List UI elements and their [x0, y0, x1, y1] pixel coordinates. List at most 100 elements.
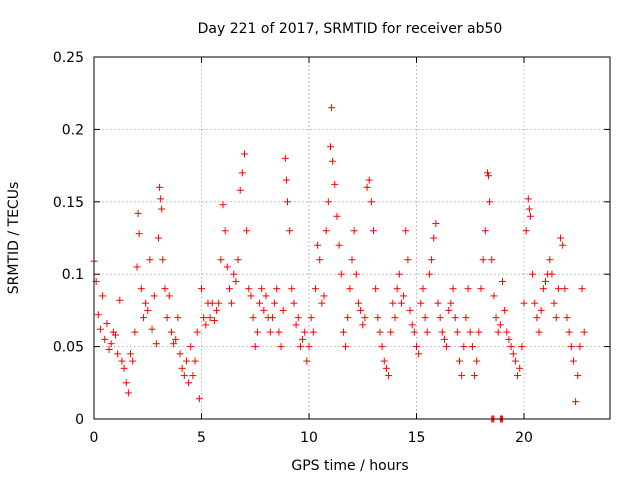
data-point: [105, 345, 113, 353]
data-point: [361, 314, 369, 322]
data-point: [473, 357, 481, 365]
data-point: [524, 195, 532, 203]
data-points: [90, 104, 588, 423]
data-point: [342, 343, 350, 351]
data-point: [230, 270, 238, 278]
data-point: [561, 285, 569, 293]
data-point: [225, 285, 233, 293]
data-point: [434, 299, 442, 307]
data-point: [468, 343, 476, 351]
data-point: [445, 306, 453, 314]
data-point: [572, 398, 580, 406]
data-point: [311, 285, 319, 293]
data-point: [161, 285, 169, 293]
data-point: [331, 180, 339, 188]
data-point: [453, 328, 461, 336]
data-point: [208, 299, 216, 307]
data-point: [339, 328, 347, 336]
data-point: [436, 314, 444, 322]
data-point: [253, 328, 261, 336]
data-point: [193, 328, 201, 336]
data-point: [258, 285, 266, 293]
data-point: [350, 227, 358, 235]
data-point: [348, 256, 356, 264]
data-point: [554, 285, 562, 293]
data-point: [522, 227, 530, 235]
data-point: [395, 270, 403, 278]
data-point: [425, 270, 433, 278]
data-point: [284, 198, 291, 206]
data-point: [142, 299, 150, 307]
data-point: [387, 328, 395, 336]
data-point: [277, 343, 285, 351]
data-point: [234, 256, 242, 264]
data-point: [542, 277, 549, 285]
data-point: [565, 328, 573, 336]
data-point: [156, 183, 164, 191]
data-point: [282, 176, 290, 184]
data-point: [464, 285, 472, 293]
data-point: [296, 343, 304, 351]
data-point: [158, 205, 166, 213]
data-point: [219, 201, 227, 209]
data-point: [569, 357, 577, 365]
data-point: [352, 270, 360, 278]
data-point: [481, 227, 489, 235]
data-point: [305, 343, 313, 351]
data-point: [137, 285, 145, 293]
data-point: [578, 285, 586, 293]
data-point: [279, 306, 287, 314]
data-point: [127, 350, 135, 358]
data-point: [370, 227, 377, 235]
data-point: [182, 357, 190, 365]
data-point: [221, 227, 229, 235]
data-point: [120, 364, 128, 372]
data-point: [367, 198, 375, 206]
data-point: [376, 328, 384, 336]
data-point: [200, 314, 208, 322]
data-point: [490, 292, 498, 300]
data-point: [328, 104, 336, 112]
data-point: [335, 241, 343, 249]
data-point: [307, 314, 315, 322]
data-point: [96, 325, 104, 333]
data-point: [144, 306, 152, 314]
data-point: [408, 321, 416, 329]
data-point: [389, 299, 397, 307]
data-point: [206, 314, 214, 322]
data-point: [273, 285, 281, 293]
y-tick-label: 0: [75, 412, 84, 428]
data-point: [139, 314, 147, 322]
data-point: [286, 227, 294, 235]
y-tick-label: 0.05: [53, 340, 84, 356]
data-point: [210, 317, 218, 325]
data-point: [559, 241, 567, 249]
data-point: [294, 314, 302, 322]
data-point: [198, 285, 205, 293]
data-point: [135, 230, 143, 238]
x-axis-label: GPS time / hours: [291, 458, 408, 474]
data-point: [503, 328, 511, 336]
data-point: [322, 227, 330, 235]
data-point: [329, 157, 337, 165]
data-point: [290, 299, 298, 307]
data-point: [324, 198, 332, 206]
data-point: [438, 328, 446, 336]
data-point: [174, 314, 182, 322]
data-point: [185, 379, 193, 387]
data-point: [167, 328, 175, 336]
data-point: [382, 364, 390, 372]
data-point: [397, 299, 405, 307]
data-point: [496, 321, 504, 329]
data-point: [118, 357, 126, 365]
data-point: [189, 372, 197, 380]
data-point: [249, 314, 257, 322]
y-tick-label: 0.2: [62, 122, 84, 138]
data-point: [213, 306, 221, 314]
data-point: [357, 306, 365, 314]
data-point: [539, 285, 547, 293]
data-point: [247, 292, 255, 300]
data-point: [509, 350, 517, 358]
x-tick-label: 5: [197, 430, 206, 446]
